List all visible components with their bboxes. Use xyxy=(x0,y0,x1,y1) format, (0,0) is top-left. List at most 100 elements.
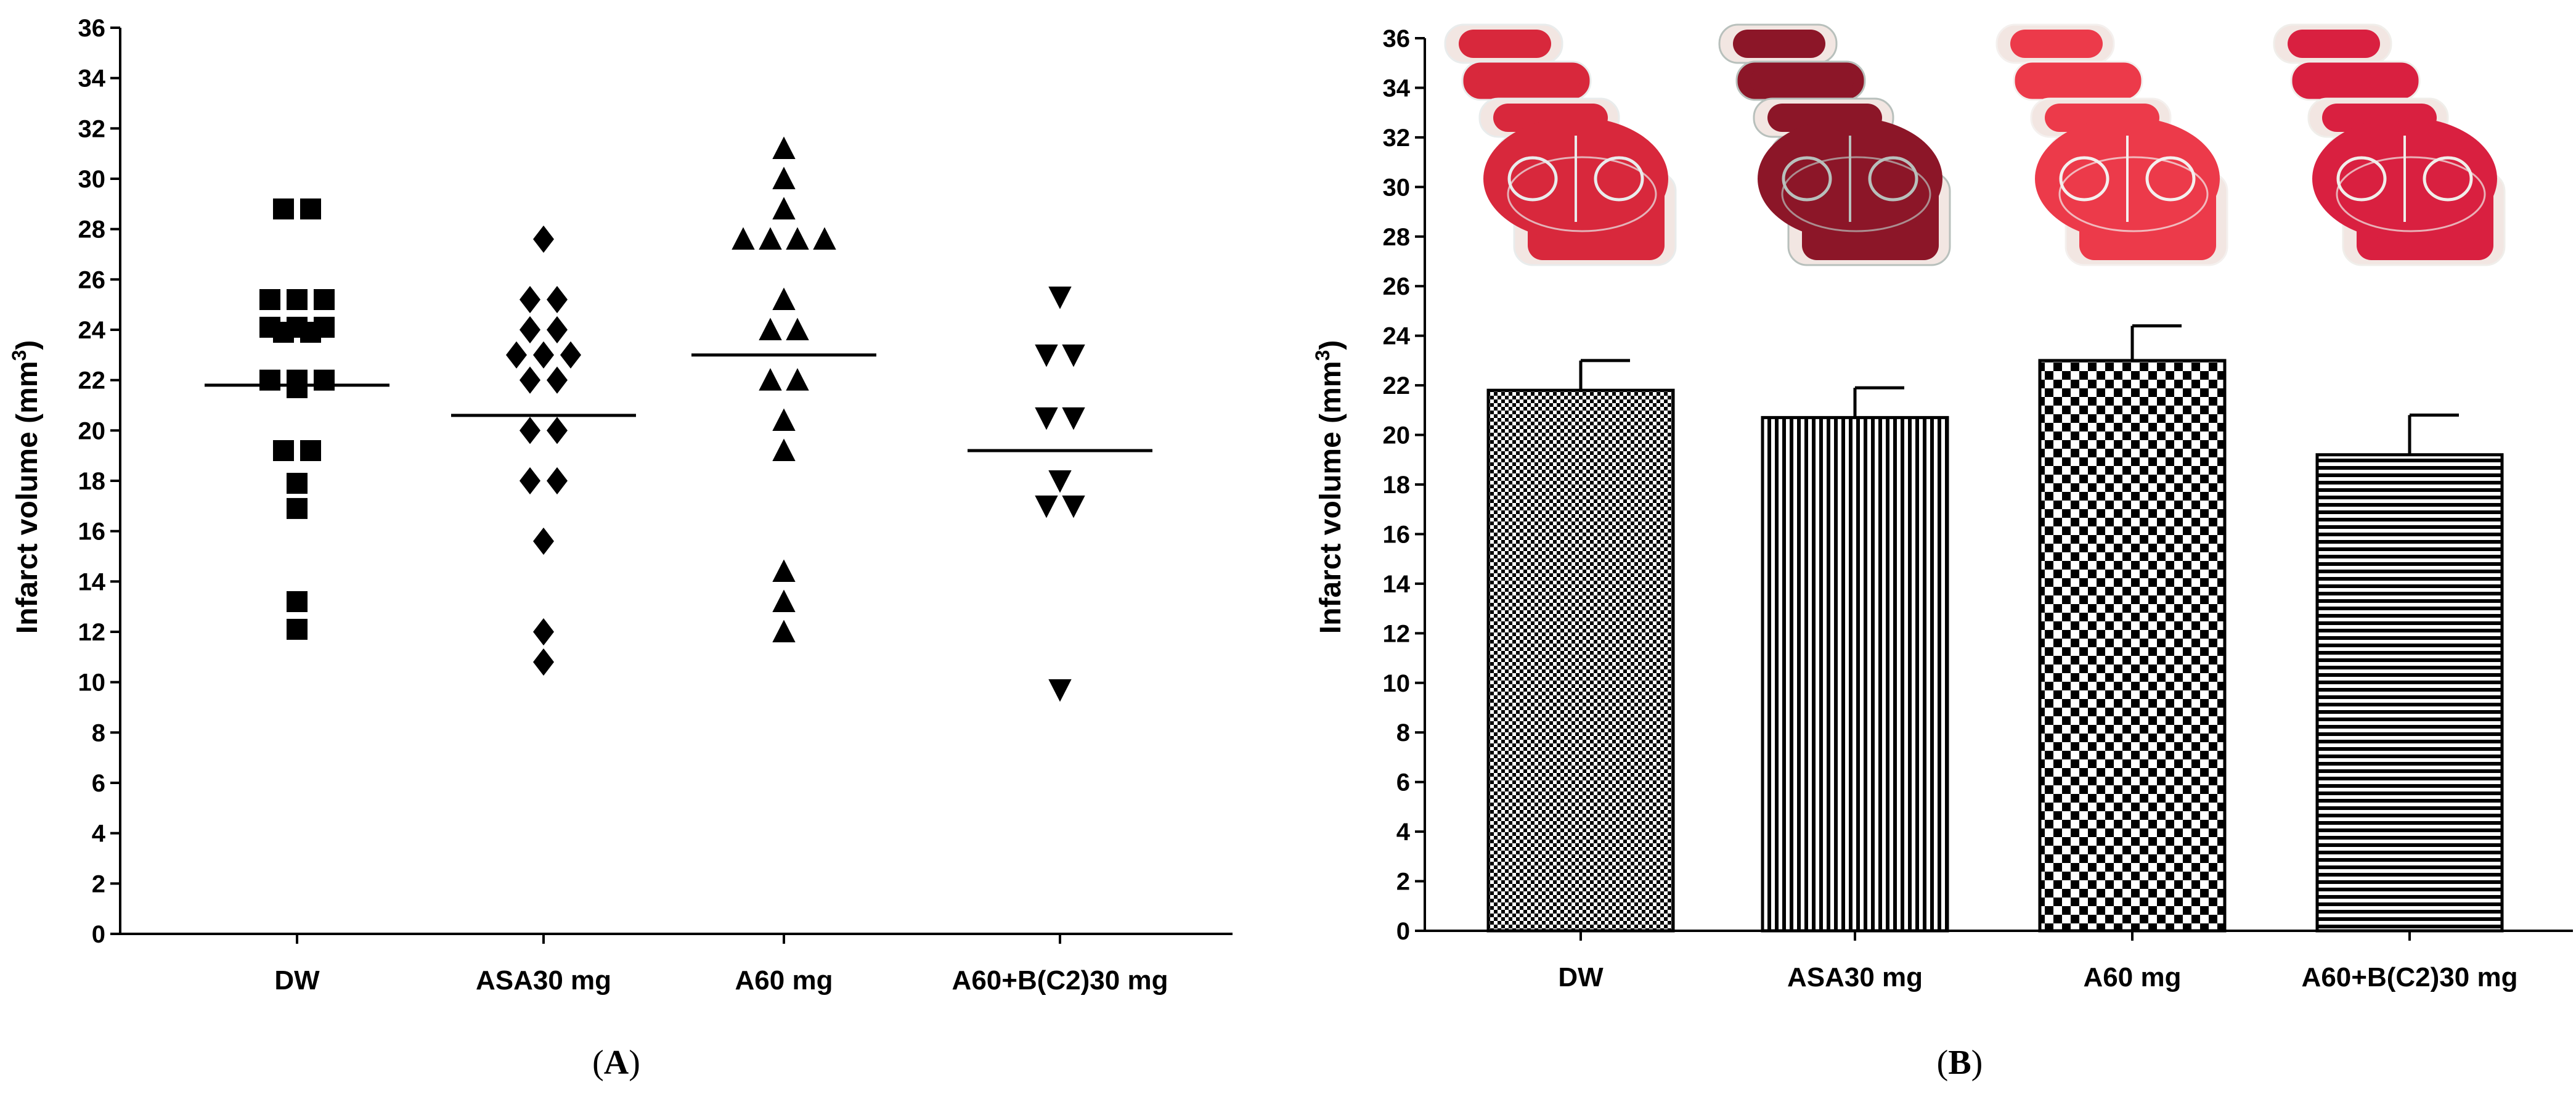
data-point xyxy=(732,227,755,250)
y-tick-label: 16 xyxy=(78,518,106,546)
brain-slice-tissue xyxy=(1733,30,1825,58)
data-point xyxy=(287,591,308,612)
data-point xyxy=(772,438,796,461)
brain-slice-detail xyxy=(2336,156,2486,232)
y-tick-label: 30 xyxy=(1383,174,1411,201)
panel-label-a: (A) xyxy=(592,1044,640,1082)
data-point xyxy=(759,368,782,391)
y-tick-label: 2 xyxy=(1396,869,1410,896)
y-tick-label: 22 xyxy=(78,367,106,395)
bar xyxy=(1761,415,1949,933)
x-tick-label: DW xyxy=(274,965,320,996)
data-point xyxy=(273,322,294,343)
brain-slice-images xyxy=(1444,23,2506,266)
data-point xyxy=(772,559,796,582)
y-tick-label: 36 xyxy=(1383,25,1411,52)
brain-slices-a60 xyxy=(1995,23,2228,266)
data-point xyxy=(786,317,809,340)
data-point xyxy=(547,467,568,495)
brain-slice-detail xyxy=(2423,156,2473,202)
data-point xyxy=(786,227,809,250)
y-tick-label: 14 xyxy=(1383,571,1411,598)
data-point xyxy=(772,620,796,642)
y-tick-label: 32 xyxy=(1383,125,1411,152)
data-point xyxy=(520,467,540,495)
x-tick-label: A60+B(C2)30 mg xyxy=(952,965,1168,996)
y-tick-label: 4 xyxy=(92,820,106,848)
brain-slice-detail xyxy=(2145,156,2196,202)
data-point xyxy=(547,366,568,394)
data-point xyxy=(533,225,554,253)
data-point xyxy=(1035,407,1058,430)
x-tick-label: A60 mg xyxy=(2084,962,2182,992)
y-tick-label: 34 xyxy=(1383,75,1411,102)
data-point xyxy=(813,227,836,250)
y-tick-label: 26 xyxy=(1383,273,1411,300)
y-tick-label: 10 xyxy=(78,669,106,697)
brain-slice-detail xyxy=(1868,156,1918,202)
data-point xyxy=(273,440,294,461)
y-tick-label: 4 xyxy=(1396,819,1411,846)
data-point xyxy=(1035,344,1058,367)
y-tick-label: 28 xyxy=(78,216,106,243)
y-tick-label: 22 xyxy=(1383,372,1411,399)
panel-b-bar: Infarct volume (mm3) 0246810121416182022… xyxy=(1311,23,2573,1082)
y-tick-label: 10 xyxy=(1383,670,1411,697)
y-tick-label: 6 xyxy=(1396,769,1410,796)
brain-slice-tissue xyxy=(1459,30,1551,58)
data-point xyxy=(506,341,527,369)
data-point xyxy=(273,198,294,219)
brain-slice-detail xyxy=(1782,156,1832,202)
brain-slice-detail xyxy=(2059,156,2109,202)
brain-slice-tissue xyxy=(2010,30,2103,58)
y-tick-label: 8 xyxy=(92,719,105,746)
y-axis-title: Infarct volume (mm3) xyxy=(1311,340,1347,634)
brain-slice-tissue xyxy=(2028,67,2131,95)
y-tick-label: 14 xyxy=(78,568,106,595)
y-tick-label: 20 xyxy=(78,417,106,444)
x-axis-labels: DW ASA30 mg A60 mg A60+B(C2)30 mg xyxy=(1558,931,2517,992)
panel-a-scatter: Infarct volume (mm3) 0246810121416182022… xyxy=(8,15,1233,1082)
y-tick-label: 34 xyxy=(78,65,106,92)
y-tick-label: 12 xyxy=(1383,620,1411,647)
x-tick-label: A60 mg xyxy=(735,965,833,996)
data-point xyxy=(300,198,321,219)
data-point xyxy=(520,285,540,314)
brain-slice-tissue xyxy=(2305,67,2408,95)
y-tick-label: 30 xyxy=(78,166,106,193)
bars xyxy=(1486,324,2504,933)
data-point xyxy=(547,417,568,444)
data-point xyxy=(1062,344,1085,367)
data-point xyxy=(1062,407,1085,430)
y-tick-label: 36 xyxy=(78,15,106,42)
y-tick-label: 28 xyxy=(1383,224,1411,251)
data-point xyxy=(759,227,782,250)
data-point xyxy=(533,527,554,555)
axes xyxy=(119,28,1233,935)
data-point xyxy=(300,322,321,343)
data-point xyxy=(287,289,308,310)
data-point xyxy=(533,618,554,646)
x-axis-labels: DW ASA30 mg A60 mg A60+B(C2)30 mg xyxy=(274,934,1168,996)
bar xyxy=(2315,453,2504,933)
data-point xyxy=(1048,470,1072,493)
data-point xyxy=(533,648,554,676)
data-point xyxy=(1035,495,1058,518)
data-point xyxy=(1048,286,1072,309)
x-tick-label: A60+B(C2)30 mg xyxy=(2302,962,2518,992)
data-point xyxy=(300,440,321,461)
brain-slice-tissue xyxy=(1750,67,1854,95)
y-tick-label: 0 xyxy=(92,921,105,948)
data-point xyxy=(772,287,796,310)
y-tick-label: 0 xyxy=(1396,918,1410,945)
y-tick-label: 26 xyxy=(78,266,106,293)
data-point xyxy=(772,136,796,159)
brain-slice-detail xyxy=(1781,156,1931,232)
scatter-marks xyxy=(205,136,1152,702)
data-point xyxy=(259,289,280,310)
data-point xyxy=(520,417,540,444)
brain-slice-tissue xyxy=(2288,30,2380,58)
